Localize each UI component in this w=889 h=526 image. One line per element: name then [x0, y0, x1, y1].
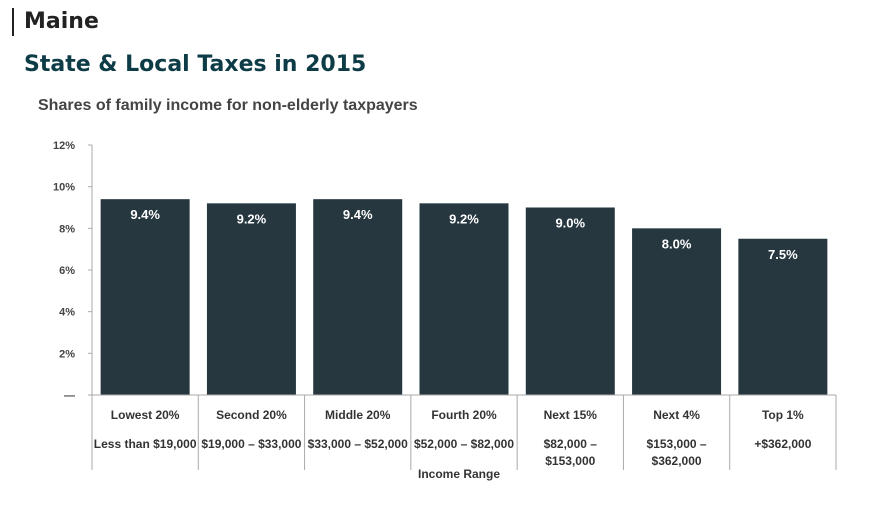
x-range-label: $82,000 – [544, 437, 598, 451]
bar-value-label: 9.2% [449, 211, 479, 226]
chart-subtitle: Shares of family income for non-elderly … [38, 97, 418, 114]
bar-value-label: 8.0% [662, 236, 692, 251]
y-tick-label: 2% [59, 348, 75, 360]
bar [525, 207, 615, 395]
bar-value-label: 9.2% [237, 211, 267, 226]
x-category-label: Next 15% [544, 408, 598, 422]
y-tick-label: 8% [59, 223, 75, 235]
bar [419, 203, 509, 395]
x-category-label: Middle 20% [325, 408, 391, 422]
y-tick-label: 10% [53, 182, 75, 194]
y-tick-label: 4% [59, 307, 75, 319]
x-category-label: Next 4% [653, 408, 700, 422]
bars: 9.4% 9.2% 9.4% 9.2% 9.0% 8.0% 7.5% [100, 199, 828, 395]
bar [100, 199, 190, 395]
x-category-label: Top 1% [762, 408, 804, 422]
bar-value-label: 9.0% [555, 216, 585, 231]
x-range-label: $153,000 [545, 454, 595, 468]
y-tick-label: 12% [53, 140, 75, 152]
bar [206, 203, 296, 395]
x-range-label: $362,000 [652, 454, 702, 468]
y-axis: — 2% 4% 6% 8% 10% 12% [53, 140, 93, 402]
x-range-label: Less than $19,000 [94, 437, 197, 451]
bar [632, 228, 722, 395]
bar [313, 199, 403, 395]
x-category-label: Lowest 20% [111, 408, 180, 422]
x-range-label: +$362,000 [754, 437, 811, 451]
x-range-label: $153,000 – [647, 437, 707, 451]
bar-value-label: 9.4% [343, 207, 373, 222]
y-tick-label: 6% [59, 265, 75, 277]
bar [738, 238, 828, 395]
x-axis: Lowest 20% Less than $19,000 Second 20% $19… [91, 394, 837, 470]
x-category-label: Second 20% [216, 408, 287, 422]
x-range-label: $19,000 – $33,000 [201, 437, 301, 451]
bar-value-label: 7.5% [768, 247, 798, 262]
x-axis-label: Income Range [418, 467, 500, 481]
y-tick-label: — [64, 390, 75, 402]
bar-value-label: 9.4% [130, 207, 160, 222]
x-range-label: $33,000 – $52,000 [308, 437, 408, 451]
page-title: State & Local Taxes in 2015 [24, 52, 367, 77]
x-range-label: $52,000 – $82,000 [414, 437, 514, 451]
state-title: Maine [12, 8, 99, 36]
x-category-label: Fourth 20% [431, 408, 497, 422]
